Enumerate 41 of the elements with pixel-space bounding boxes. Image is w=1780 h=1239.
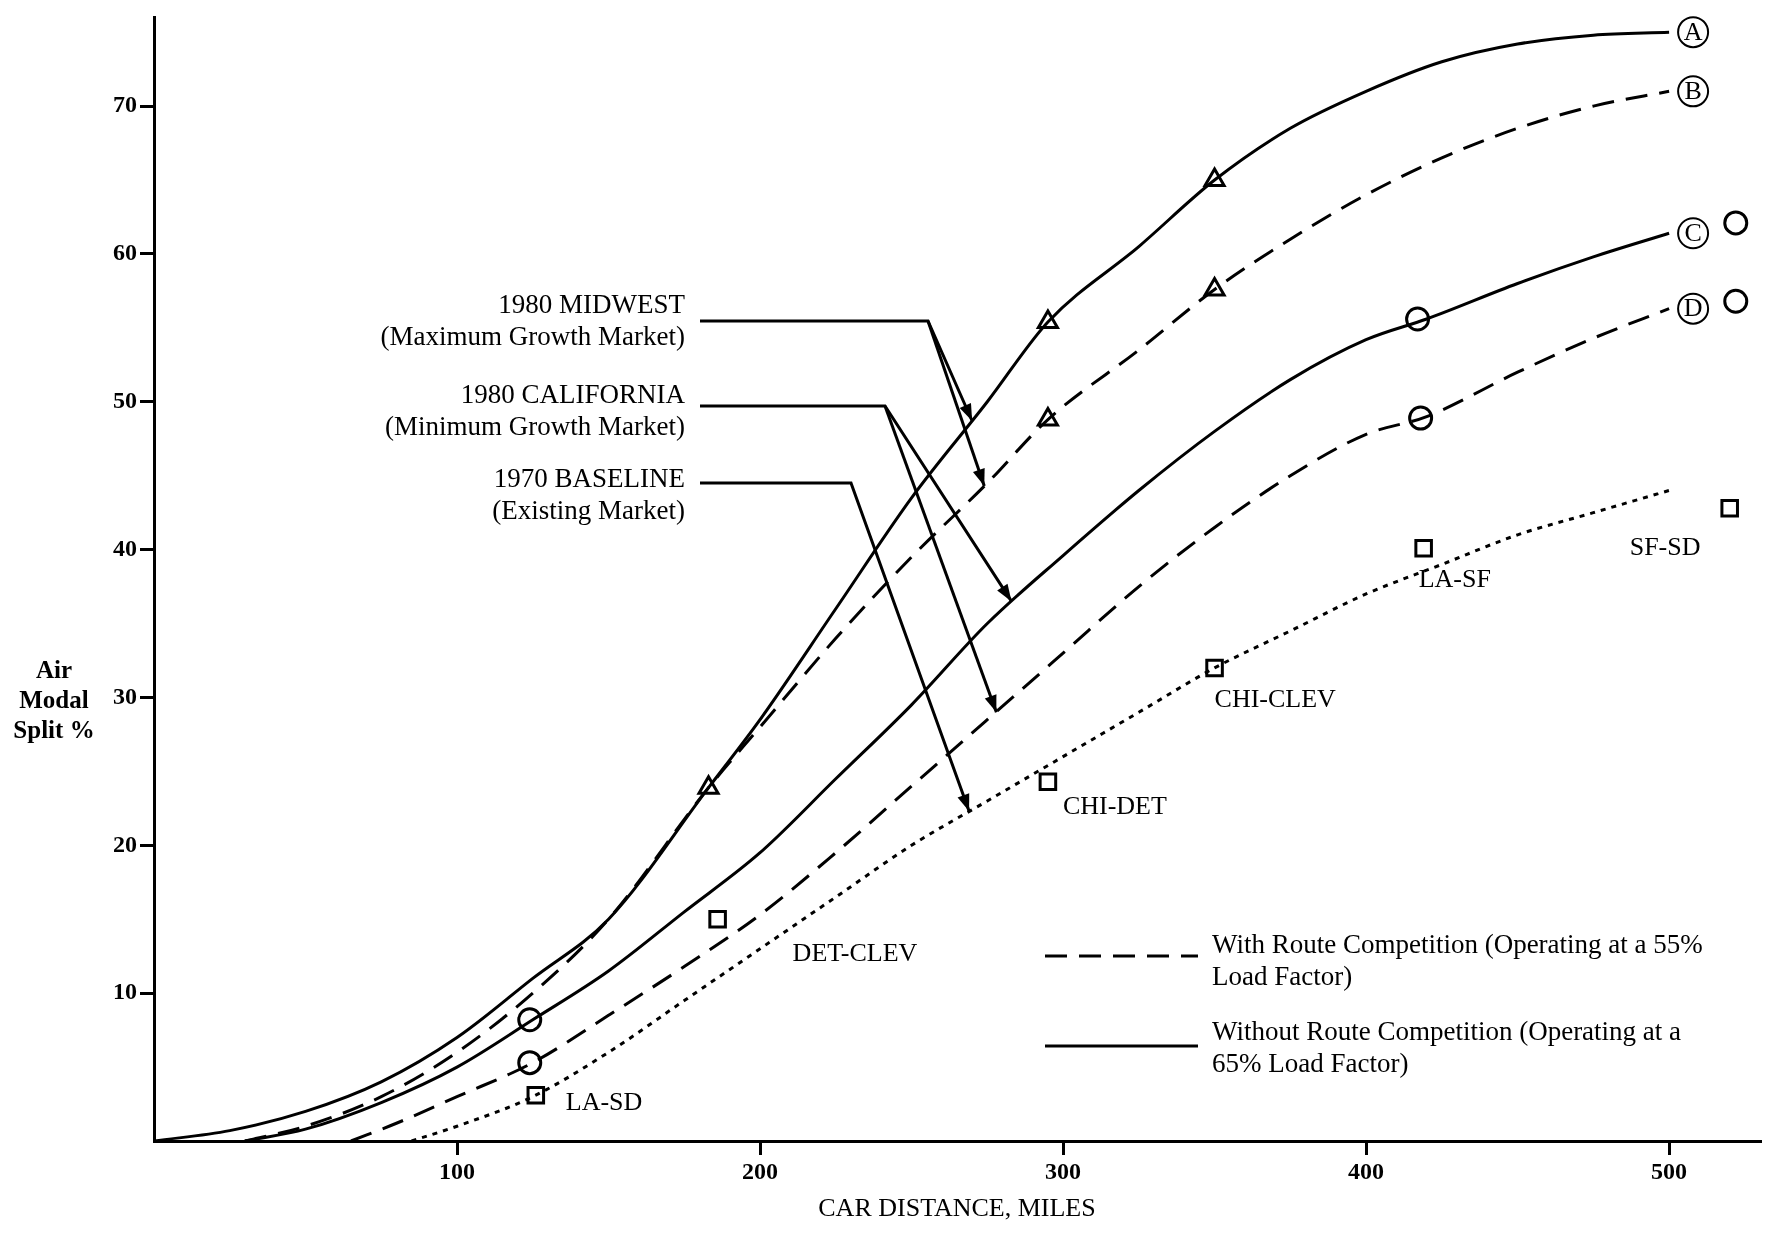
legend-label: B: [1684, 76, 1702, 106]
annotation: LA-SF: [1418, 563, 1491, 593]
annotation: SF-SD: [1629, 532, 1701, 562]
y-tick-label: 40: [113, 534, 137, 561]
y-axis-title: Air Modal Split %: [12, 655, 96, 745]
point: [517, 1007, 543, 1033]
annotation: DET-CLEV: [792, 938, 918, 968]
point: [1723, 288, 1749, 314]
series-label: D: [1683, 293, 1703, 323]
annotation: With Route Competition (Operating at a 55% Load Factor): [1212, 928, 1704, 993]
x-axis-title: CAR DISTANCE, MILES: [818, 1193, 1096, 1223]
point: [1723, 210, 1749, 236]
point: [526, 1085, 546, 1105]
series-label: A: [1683, 17, 1703, 47]
point: [1038, 772, 1058, 792]
y-tick-label: 60: [113, 239, 137, 266]
point: [1405, 306, 1431, 332]
annotation: 1980 MIDWEST (Maximum Growth Market): [379, 288, 685, 353]
y-tick-label: 70: [113, 91, 137, 118]
point: [517, 1050, 543, 1076]
x-tick-label: 200: [742, 1157, 779, 1184]
point: [1205, 658, 1224, 678]
annotation: 1970 BASELINE (Existing Market): [491, 462, 685, 527]
x-tick-label: 400: [1348, 1157, 1385, 1184]
y-tick-label: 10: [113, 978, 137, 1005]
annotation: LA-SD: [565, 1087, 643, 1116]
x-tick-label: 500: [1651, 1157, 1688, 1184]
annotation: Without Route Competition (Operating at a 65% Load Factor): [1212, 1015, 1683, 1080]
point: [1408, 405, 1434, 431]
point: [1720, 498, 1739, 518]
annotation: CHI-CLEV: [1214, 683, 1337, 713]
y-tick-label: 20: [113, 830, 137, 857]
series-label: C: [1684, 218, 1702, 248]
y-tick-label: 50: [113, 386, 137, 413]
annotation: 1980 CALIFORNIA (Minimum Growth Market): [384, 378, 685, 443]
x-tick-label: 300: [1045, 1157, 1082, 1184]
point: [1414, 538, 1433, 558]
annotation: CHI-DET: [1062, 790, 1167, 820]
x-tick-label: 100: [439, 1157, 476, 1184]
point: [708, 909, 727, 929]
y-tick-label: 30: [113, 682, 137, 709]
